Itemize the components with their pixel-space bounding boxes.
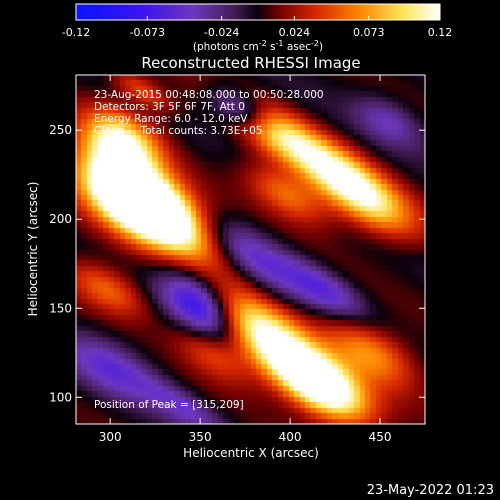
colorbar-ticks: -0.12 -0.073 -0.024 0.024 0.073 0.12 bbox=[62, 16, 452, 39]
y-tick-label: 100 bbox=[49, 390, 72, 404]
heatmap-image bbox=[76, 75, 425, 424]
plot-area: 300 350 400 450 100 150 200 250 bbox=[49, 74, 426, 444]
annotation-time-range: 23-Aug-2015 00:48:08.000 to 00:50:28.000 bbox=[94, 89, 324, 101]
footer-date: 23-May-2022 01:23 bbox=[366, 483, 494, 498]
colorbar-tick-label: -0.024 bbox=[204, 26, 239, 39]
y-tick-label: 200 bbox=[49, 212, 72, 226]
annotation-energy-range: Energy Range: 6.0 - 12.0 keV bbox=[94, 113, 248, 125]
colorbar-frame bbox=[75, 3, 441, 21]
x-axis-label: Heliocentric X (arcsec) bbox=[183, 446, 319, 460]
x-tick-label: 400 bbox=[279, 430, 302, 444]
annotation-peak-position: Position of Peak = [315,209] bbox=[94, 399, 244, 411]
colorbar-tick-label: -0.12 bbox=[62, 26, 90, 39]
chart-title: Reconstructed RHESSI Image bbox=[141, 54, 360, 72]
y-axis-ticks: 100 150 200 250 bbox=[49, 123, 425, 404]
y-tick-label: 150 bbox=[49, 301, 72, 315]
colorbar-unit-label: (photons cm-2 s-1 asec-2) bbox=[193, 39, 323, 53]
annotation-clean-counts: Clean Total counts: 3.73E+05 bbox=[94, 125, 263, 137]
annotations: 23-Aug-2015 00:48:08.000 to 00:50:28.000… bbox=[94, 89, 324, 411]
colorbar-tick-label: 0.024 bbox=[279, 26, 311, 39]
x-tick-label: 450 bbox=[369, 430, 392, 444]
annotation-detectors: Detectors: 3F 5F 6F 7F, Att 0 bbox=[94, 101, 245, 113]
y-axis-label: Heliocentric Y (arcsec) bbox=[26, 182, 40, 317]
colorbar: -0.12 -0.073 -0.024 0.024 0.073 0.12 (photons… bbox=[62, 3, 452, 53]
x-tick-label: 300 bbox=[99, 430, 122, 444]
colorbar-tick-label: 0.073 bbox=[353, 26, 385, 39]
plot-frame bbox=[75, 74, 426, 425]
x-tick-label: 350 bbox=[189, 430, 212, 444]
colorbar-gradient bbox=[76, 4, 440, 20]
y-tick-label: 250 bbox=[49, 123, 72, 137]
colorbar-tick-label: 0.12 bbox=[428, 26, 453, 39]
x-axis-ticks: 300 350 400 450 bbox=[99, 75, 392, 444]
colorbar-tick-label: -0.073 bbox=[130, 26, 165, 39]
